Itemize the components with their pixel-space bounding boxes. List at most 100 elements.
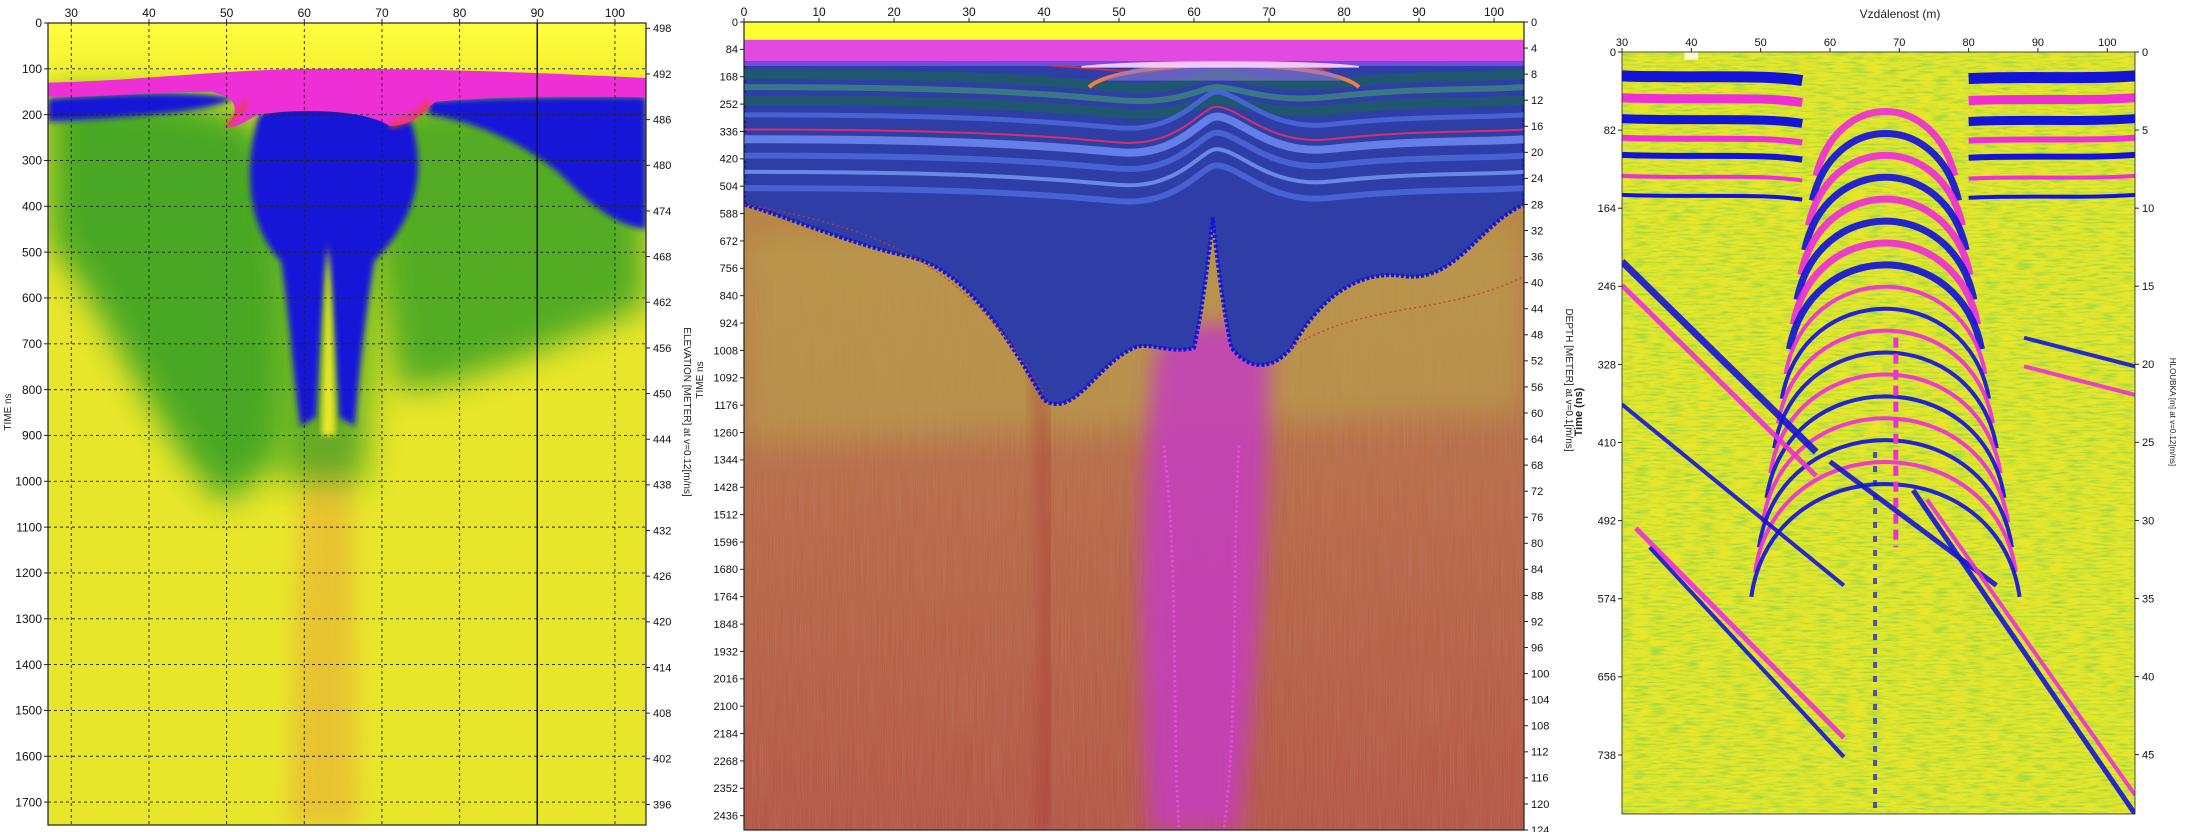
p1-x-tick-6: 90 <box>531 6 544 23</box>
p2-body-edge <box>744 26 1524 406</box>
p1-y2-tick-label: 432 <box>653 525 671 537</box>
p3-x-tick-3: 60 <box>1824 37 1836 52</box>
hloubka-y-axis-label: Time (ns) <box>1573 387 1585 436</box>
p2-y2-tick-label: 124 <box>1531 825 1549 832</box>
p2-y-tick-label: 1008 <box>714 345 738 357</box>
p2-y-tick-15: 1260 <box>714 427 744 439</box>
p1-blue-wing-right <box>428 96 646 230</box>
p1-y-tick-label: 1500 <box>15 704 42 718</box>
p2-y2-tick-28: 112 <box>1524 747 1549 759</box>
p2-y2-tick-label: 56 <box>1531 382 1543 394</box>
p2-y2-tick-27: 108 <box>1524 721 1549 733</box>
p1-y2-tick-7: 456 <box>646 343 671 355</box>
p3-y-tick-label: 410 <box>1598 437 1616 449</box>
p3-dome-arc-13 <box>1764 394 2007 499</box>
p3-dome-arc-4 <box>1797 195 1974 276</box>
p2-y-tick-label: 1428 <box>714 482 738 494</box>
p1-y-tick-label: 800 <box>22 383 42 397</box>
p2-y2-tick-label: 0 <box>1531 17 1537 29</box>
p3-y-tick-0: 0 <box>1610 47 1622 59</box>
p2-y-tick-4: 336 <box>720 126 744 138</box>
p2-x-tick-label: 40 <box>1037 5 1051 19</box>
p2-y2-tick-label: 40 <box>1531 277 1543 289</box>
p3-dome-arc-1 <box>1808 130 1962 202</box>
depth-x-ticks: 0 10 20 30 40 50 60 70 80 90 100 <box>741 5 1504 22</box>
p2-y2-tick-label: 84 <box>1531 564 1543 576</box>
p1-y2-tick-4: 474 <box>646 206 671 218</box>
p2-layer-band-9 <box>744 147 1524 188</box>
p2-y2-tick-24: 96 <box>1524 642 1543 654</box>
p2-y2-tick-label: 36 <box>1531 251 1543 263</box>
p3-dome-arc-15 <box>1756 438 2014 548</box>
p2-y-tick-label: 0 <box>732 17 738 29</box>
p1-y-tick-label: 600 <box>22 291 42 305</box>
p3-left-layer-6 <box>1622 192 1803 202</box>
p2-y2-tick-label: 120 <box>1531 799 1549 811</box>
p2-y-tick-label: 1932 <box>714 646 738 658</box>
p2-y-tick-label: 756 <box>720 263 738 275</box>
p2-y2-tick-7: 28 <box>1524 199 1543 211</box>
p2-y-tick-label: 84 <box>726 44 738 56</box>
hloubka-y2-ticks: 0 5 10 15 20 25 30 35 40 45 <box>2135 47 2154 762</box>
p2-y2-tick-26: 104 <box>1524 695 1549 707</box>
p3-y2-tick-label: 0 <box>2142 47 2148 59</box>
p3-diagonal-reflector-6 <box>1911 488 2135 814</box>
p1-y-tick-1: 100 <box>22 62 48 76</box>
p2-layer-band-8 <box>744 129 1524 172</box>
p1-y-tick-8: 800 <box>22 383 48 397</box>
p2-y2-tick-16: 64 <box>1524 434 1543 446</box>
p2-y2-tick-label: 12 <box>1531 95 1543 107</box>
p1-y2-tick-12: 426 <box>646 571 671 583</box>
p3-y2-tick-7: 35 <box>2135 593 2154 605</box>
p1-yellow-spike <box>321 242 336 436</box>
p3-x-tick-label: 40 <box>1685 37 1697 49</box>
p1-y2-tick-label: 474 <box>653 206 671 218</box>
p3-x-tick-label: 50 <box>1755 37 1767 49</box>
elevation-radargram-image <box>48 23 646 825</box>
p2-y2-tick-30: 120 <box>1524 799 1549 811</box>
p3-right-layer-4 <box>1968 151 2135 161</box>
p2-y2-tick-label: 44 <box>1531 304 1543 316</box>
p3-x-tick-0: 30 <box>1616 37 1628 52</box>
p2-y-tick-29: 2436 <box>714 811 744 823</box>
p2-layer-band-3 <box>744 84 1524 104</box>
p3-y-tick-2: 164 <box>1598 203 1622 215</box>
p3-diagonal-reflector-1 <box>1622 283 1818 478</box>
p1-y-tick-2: 200 <box>22 108 48 122</box>
p3-y-tick-1: 82 <box>1604 125 1622 137</box>
p2-y2-tick-4: 16 <box>1524 121 1543 133</box>
p2-surface-magenta <box>744 39 1524 62</box>
p2-y-tick-22: 1848 <box>714 619 744 631</box>
p2-magenta-plume <box>1141 323 1269 830</box>
p3-x-tick-label: 80 <box>1962 37 1974 49</box>
p2-y2-tick-17: 68 <box>1524 460 1543 472</box>
p1-y-tick-label: 300 <box>22 154 42 168</box>
p3-dome-arc-6 <box>1789 239 1982 326</box>
p2-y-tick-label: 252 <box>720 99 738 111</box>
p2-y-tick-3: 252 <box>720 99 744 111</box>
p2-y2-tick-label: 112 <box>1531 747 1549 759</box>
p2-x-tick-6: 60 <box>1187 5 1201 22</box>
p1-x-tick-0: 30 <box>65 6 78 23</box>
p2-y2-tick-label: 24 <box>1531 173 1543 185</box>
p2-y2-tick-label: 76 <box>1531 512 1543 524</box>
p3-y2-tick-2: 10 <box>2135 203 2154 215</box>
hloubka-title: Vzdálenost (m) <box>1860 7 1941 21</box>
p2-plume-edge-left <box>1162 445 1181 830</box>
p2-y2-tick-14: 56 <box>1524 382 1543 394</box>
p3-y2-tick-9: 45 <box>2135 750 2154 762</box>
p2-y-tick-label: 840 <box>720 291 738 303</box>
p1-y2-tick-label: 408 <box>653 708 671 720</box>
p2-y-tick-5: 420 <box>720 154 744 166</box>
p2-x-tick-label: 90 <box>1412 5 1426 19</box>
p3-x-tick-6: 90 <box>2032 37 2044 52</box>
p1-y2-tick-label: 426 <box>653 571 671 583</box>
p3-top-gap <box>1684 52 1699 60</box>
p2-red-dotted-left <box>744 203 1045 394</box>
p3-diagonal-reflector-2 <box>1622 402 1846 587</box>
p2-y2-tick-label: 48 <box>1531 330 1543 342</box>
p3-diagonal-reflector-8 <box>2023 335 2135 369</box>
p2-y-tick-18: 1512 <box>714 509 744 521</box>
p3-diagonal-reflector-0 <box>1622 259 1819 455</box>
p1-y-tick-10: 1000 <box>15 474 48 488</box>
